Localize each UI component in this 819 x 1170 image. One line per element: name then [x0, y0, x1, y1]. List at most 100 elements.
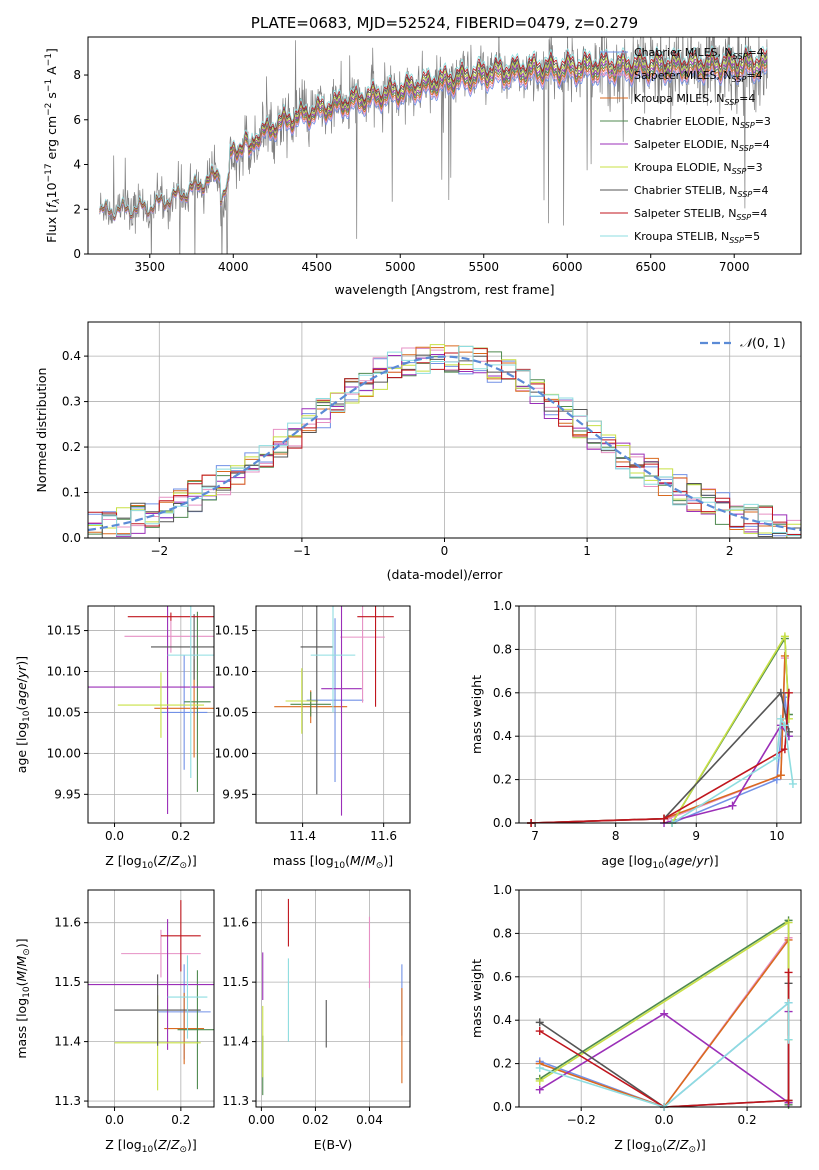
x-tick-label: 0.00 — [248, 1113, 275, 1127]
legend-label: Chabrier ELODIE, NSSP=3 — [634, 115, 771, 130]
y-tick-label: 0.8 — [493, 642, 512, 656]
x-tick-label: 7000 — [719, 260, 750, 274]
y-tick-label: 10.05 — [215, 705, 249, 719]
axes-frame — [87, 605, 215, 824]
y-tick-label: 10.10 — [215, 665, 249, 679]
axes-frame — [87, 36, 802, 255]
legend-label: Salpeter MILES, NSSP=4 — [634, 69, 763, 84]
y-tick-label: 0.4 — [493, 1013, 512, 1027]
errorbar-point — [310, 606, 356, 713]
weight-marker — [535, 1076, 544, 1085]
y-tick-label: 11.3 — [222, 1094, 249, 1108]
errorbar-point — [127, 612, 214, 621]
y-tick-label: 1.0 — [493, 599, 512, 613]
y-tick-label: 0.4 — [493, 729, 512, 743]
x-tick-label: 9 — [692, 829, 700, 843]
x-tick-label: 5000 — [385, 260, 416, 274]
errorbar-point — [88, 919, 214, 1050]
weight-marker — [728, 801, 737, 810]
x-tick-label: 6500 — [635, 260, 666, 274]
y-tick-label: 8 — [73, 68, 81, 82]
y-tick-label: 0.1 — [62, 486, 81, 500]
x-tick-label: 4000 — [218, 260, 249, 274]
x-tick-label: 0.02 — [302, 1113, 329, 1127]
x-axis-label: wavelength [Angstrom, rest frame] — [334, 282, 554, 297]
y-tick-label: 10.15 — [47, 624, 81, 638]
y-tick-label: 9.95 — [54, 787, 81, 801]
errorbar-point — [121, 929, 201, 978]
weight-marker — [784, 1035, 793, 1044]
x-tick-label: 3500 — [135, 260, 166, 274]
y-tick-label: 11.4 — [222, 1035, 249, 1049]
weight-line-salpeter-stelib — [531, 692, 790, 823]
y-tick-label: 11.4 — [54, 1035, 81, 1049]
weight-marker — [776, 714, 785, 723]
spectrum-data-line — [99, 37, 768, 254]
axes-frame — [255, 605, 411, 824]
y-tick-label: 6 — [73, 113, 81, 127]
weight-marker — [660, 814, 669, 823]
x-tick-label: 6000 — [552, 260, 583, 274]
errorbar-point — [167, 955, 208, 1039]
y-tick-label: 0.4 — [62, 349, 81, 363]
y-axis-label: age [log10(age/yr)] — [14, 656, 32, 773]
y-tick-label: 1.0 — [493, 883, 512, 897]
y-tick-label: 0.3 — [62, 395, 81, 409]
errorbar-point — [340, 606, 385, 703]
x-tick-label: 0.2 — [171, 1113, 190, 1127]
errorbar-point — [160, 655, 208, 770]
errorbar-point — [290, 691, 331, 717]
x-axis-label: (data-model)/error — [387, 567, 504, 582]
y-axis-label: mass weight — [469, 959, 484, 1038]
legend-label: Salpeter STELIB, NSSP=4 — [634, 207, 767, 222]
errorbar-point — [300, 606, 333, 795]
errorbar-point — [164, 992, 205, 1065]
errorbar-point — [177, 970, 214, 1090]
x-tick-label: 7 — [531, 829, 539, 843]
y-tick-label: 0.2 — [62, 440, 81, 454]
weight-line-kroupa-stelib — [539, 1001, 790, 1107]
y-tick-label: 0.6 — [493, 970, 512, 984]
x-tick-label: 0.0 — [105, 829, 124, 843]
x-tick-label: 0.2 — [738, 1113, 757, 1127]
x-axis-label: E(B-V) — [314, 1137, 353, 1152]
weight-marker — [784, 998, 793, 1007]
weight-marker — [535, 1063, 544, 1072]
errorbar-point — [167, 606, 214, 778]
x-tick-label: 0.04 — [356, 1113, 383, 1127]
chart-title: PLATE=0683, MJD=52524, FIBERID=0479, z=0… — [251, 14, 638, 32]
histogram-kroupa-stelib — [88, 346, 801, 537]
errorbar-point — [321, 606, 362, 816]
axes-frame — [87, 889, 215, 1108]
y-axis-label: mass [log10(M/M⊙)] — [14, 938, 32, 1058]
normal-curve — [88, 355, 801, 532]
weight-marker — [780, 632, 789, 641]
x-tick-label: 2 — [726, 544, 734, 558]
x-tick-label: 1 — [583, 544, 591, 558]
x-tick-label: 11.4 — [289, 829, 316, 843]
errorbar-point — [306, 618, 364, 783]
y-tick-label: 4 — [73, 158, 81, 172]
y-tick-label: 11.6 — [54, 916, 81, 930]
y-tick-label: 0.0 — [62, 531, 81, 545]
y-tick-label: 0.8 — [493, 926, 512, 940]
y-tick-label: 11.5 — [222, 975, 249, 989]
weight-marker — [535, 1027, 544, 1036]
legend-label: Chabrier MILES, NSSP=4 — [634, 46, 764, 61]
y-tick-label: 11.3 — [54, 1094, 81, 1108]
axes-frame — [518, 605, 802, 824]
x-tick-label: 0 — [441, 544, 449, 558]
model-line-kroupa-stelib — [99, 44, 768, 218]
legend-label: 𝒩(0, 1) — [740, 335, 786, 350]
weight-line-salpeter-miles — [531, 658, 786, 823]
weight-marker — [780, 721, 789, 730]
errorbar-point — [124, 619, 214, 653]
y-tick-label: 0.6 — [493, 686, 512, 700]
weight-marker — [535, 1018, 544, 1027]
x-axis-label: Z [log10(Z/Z⊙)] — [105, 853, 197, 871]
x-tick-label: 0.0 — [655, 1113, 674, 1127]
x-tick-label: −1 — [293, 544, 311, 558]
weight-line-chabrier-stelib — [531, 691, 790, 823]
y-tick-label: 9.95 — [222, 787, 249, 801]
x-axis-label: age [log10(age/yr)] — [601, 853, 718, 871]
